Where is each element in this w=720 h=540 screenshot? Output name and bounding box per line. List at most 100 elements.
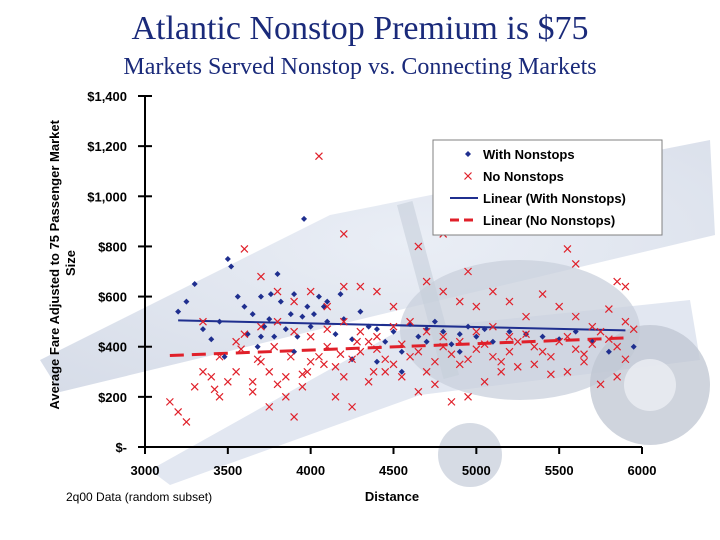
no-nonstops-point [505,347,514,356]
with-nonstops-point [382,338,389,345]
with-nonstops-point [304,303,311,310]
no-nonstops-point [613,277,622,286]
no-nonstops-point [563,332,572,341]
no-nonstops-point [165,397,174,406]
no-nonstops-point [381,367,390,376]
legend-swatch-x [464,172,472,180]
with-nonstops-point [244,331,251,338]
no-nonstops-point [505,297,514,306]
no-nonstops-point [348,355,357,364]
no-nonstops-point [464,267,472,276]
no-nonstops-point [422,367,431,376]
no-nonstops-point [257,322,265,331]
no-nonstops-point [588,322,597,331]
no-nonstops-point [488,287,497,296]
with-nonstops-point [423,338,430,345]
no-nonstops-point [323,302,332,311]
no-nonstops-point [513,337,522,346]
no-nonstops-point [522,330,530,339]
legend: With Nonstops No Nonstops Linear (With Non… [432,139,663,236]
with-nonstops-point [175,308,182,315]
no-nonstops-point [571,345,580,354]
x-axis-label: Distance [365,489,419,504]
with-nonstops-point [456,348,463,355]
no-nonstops-point [273,287,282,296]
with-nonstops-point [310,311,317,318]
chart-axes: $- $200 $400 $600 $800 $1,000 $1,200 $1,400 3000… [87,89,656,478]
no-nonstops-point [232,337,241,346]
no-nonstops-point [190,382,199,391]
trendline-with-nonstops [178,319,626,332]
no-nonstops-point [397,340,406,349]
no-nonstops-point [472,345,481,354]
no-nonstops-point [356,347,365,356]
with-nonstops-point [320,303,327,310]
no-nonstops-point [369,367,378,376]
y-axis-label: Average Fare Adjusted to 75 Passenger Ma… [47,116,78,409]
no-nonstops-point [538,290,547,298]
with-nonstops-point [456,331,463,338]
y-tick-label: $1,200 [87,139,127,154]
with-nonstops-point [266,316,273,323]
no-nonstops-point [447,350,456,359]
no-nonstops-point [455,337,464,346]
no-nonstops-point [265,402,274,411]
no-nonstops-point [273,317,282,326]
no-nonstops-point [530,342,539,351]
no-nonstops-point [422,327,431,336]
with-nonstops-point [337,291,344,298]
no-nonstops-point [596,380,605,389]
with-nonstops-point [448,341,455,348]
no-nonstops-point [199,367,207,376]
legend-label: No Nonstops [483,169,564,184]
no-nonstops-point [319,360,328,369]
no-nonstops-point [530,360,539,369]
no-nonstops-point [497,357,506,366]
no-nonstops-point [331,362,340,371]
with-nonstops-point [390,328,397,335]
no-nonstops-point [430,380,439,389]
with-nonstops-point [254,343,261,350]
no-nonstops-point [237,345,246,354]
y-tick-label: $1,000 [87,189,127,204]
with-nonstops-point [199,326,206,333]
slide-title: Atlantic Nonstop Premium is $75 [131,10,589,47]
no-nonstops-point [339,317,348,326]
no-nonstops-point [447,397,456,406]
no-nonstops-point [182,418,191,426]
no-nonstops-point [339,282,348,291]
with-nonstops-point [294,333,301,340]
with-nonstops-point [539,333,546,340]
no-nonstops-point [281,372,290,381]
no-nonstops-point [281,392,290,401]
no-nonstops-point [253,355,262,364]
x-tick-label: 3500 [213,463,242,478]
no-nonstops-point [248,387,257,396]
no-nonstops-point [298,382,307,391]
x-tick-label: 4500 [379,463,408,478]
no-nonstops-point [580,350,588,359]
no-nonstops-point [397,372,406,381]
y-axis-label-line2: Size [63,250,78,276]
no-nonstops-point [306,287,315,296]
with-nonstops-point [373,358,380,365]
y-axis-label-line1: Average Fare Adjusted to 75 Passenger Ma… [47,119,62,409]
with-nonstops-point [291,291,298,298]
no-nonstops-point [356,327,365,336]
x-tick-label: 3000 [131,463,160,478]
no-nonstops-point [286,352,295,361]
x-tick-label: 5000 [462,463,491,478]
with-nonstops-point [373,326,380,333]
with-nonstops-point [365,323,372,330]
no-nonstops-point [571,260,580,268]
no-nonstops-point [480,377,489,386]
no-nonstops-point [364,337,373,346]
no-nonstops-point [505,332,514,341]
with-nonstops-point [465,323,472,330]
with-nonstops-point [415,333,422,340]
no-nonstops-point [364,377,373,386]
with-nonstops-point [291,348,298,355]
no-nonstops-point [406,352,414,361]
with-nonstops-point [506,328,513,335]
no-nonstops-point [439,287,448,296]
